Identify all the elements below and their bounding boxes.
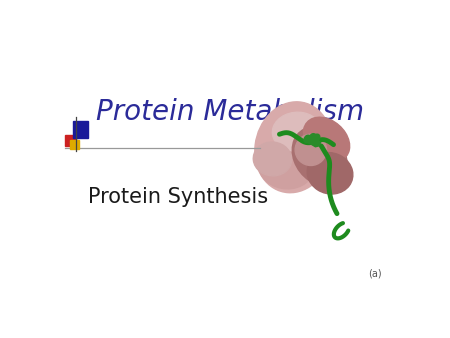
Text: (a): (a) [369, 269, 382, 279]
Ellipse shape [307, 152, 353, 194]
Ellipse shape [303, 117, 350, 162]
Ellipse shape [258, 142, 315, 189]
Bar [69, 140, 79, 149]
Text: Protein Synthesis: Protein Synthesis [88, 187, 268, 207]
Ellipse shape [295, 134, 327, 166]
Ellipse shape [272, 112, 321, 151]
Bar [73, 121, 88, 138]
Bar [65, 135, 76, 146]
Text: Protein Metabolism: Protein Metabolism [96, 98, 365, 126]
Polygon shape [306, 137, 320, 147]
Ellipse shape [255, 102, 332, 193]
Ellipse shape [253, 142, 292, 176]
Ellipse shape [292, 127, 347, 186]
